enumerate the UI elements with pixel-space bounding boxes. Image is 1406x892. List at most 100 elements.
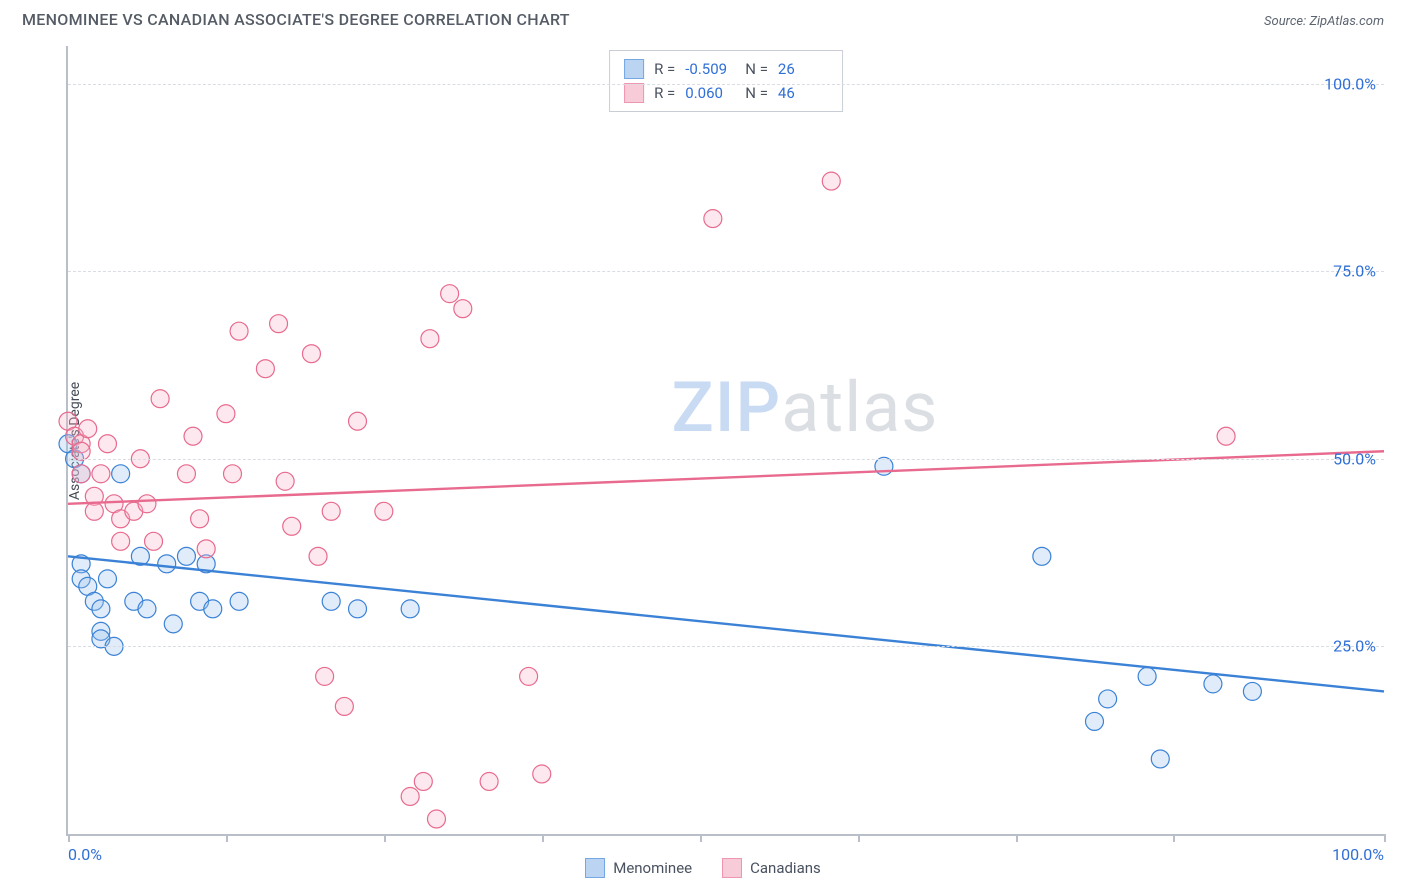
trend-line [68, 556, 1384, 691]
r-label: R = [654, 84, 675, 102]
data-point [375, 502, 393, 520]
data-point [1033, 547, 1051, 565]
n-label: N = [745, 84, 768, 102]
grid-line [68, 271, 1384, 272]
legend-label: Menominee [613, 859, 692, 877]
legend-item: Menominee [585, 858, 692, 878]
data-point [112, 532, 130, 550]
data-point [1085, 712, 1103, 730]
data-point [85, 502, 103, 520]
data-point [1217, 427, 1235, 445]
data-point [230, 322, 248, 340]
data-point [401, 787, 419, 805]
data-point [270, 315, 288, 333]
data-point [184, 427, 202, 445]
x-tick [1384, 834, 1386, 842]
data-point [283, 517, 301, 535]
data-point [72, 442, 90, 460]
r-value: -0.509 [685, 60, 735, 78]
x-tick [542, 834, 544, 842]
data-point [197, 540, 215, 558]
data-point [421, 330, 439, 348]
legend-item: Canadians [722, 858, 821, 878]
grid-line [68, 646, 1384, 647]
correlation-stats-box: R = -0.509 N = 26 R = 0.060 N = 46 [609, 50, 843, 112]
data-point [480, 772, 498, 790]
data-point [204, 600, 222, 618]
data-point [138, 495, 156, 513]
y-tick-label: 25.0% [1333, 637, 1376, 656]
data-point [1243, 682, 1261, 700]
data-point [316, 667, 334, 685]
data-point [441, 285, 459, 303]
data-point [138, 600, 156, 618]
data-point [177, 465, 195, 483]
series-swatch [624, 83, 644, 103]
stats-row: R = 0.060 N = 46 [624, 81, 828, 105]
chart-container: Associate's Degree ZIPatlas R =-0.509N =… [22, 46, 1384, 836]
data-point [704, 210, 722, 228]
n-label: N = [745, 60, 768, 78]
data-point [322, 592, 340, 610]
x-tick [1173, 834, 1175, 842]
data-point [92, 600, 110, 618]
data-point [92, 465, 110, 483]
data-point [302, 345, 320, 363]
x-tick [1016, 834, 1018, 842]
legend-label: Canadians [750, 859, 821, 877]
legend-swatch [722, 858, 742, 878]
data-point [1099, 690, 1117, 708]
data-point [414, 772, 432, 790]
r-value: 0.060 [685, 84, 735, 102]
data-point [427, 810, 445, 828]
data-point [191, 510, 209, 528]
grid-line [68, 459, 1384, 460]
data-point [309, 547, 327, 565]
data-point [164, 615, 182, 633]
scatter-svg [68, 46, 1384, 834]
legend-swatch [585, 858, 605, 878]
data-point [276, 472, 294, 490]
x-tick [384, 834, 386, 842]
data-point [145, 532, 163, 550]
data-point [349, 600, 367, 618]
x-tick [226, 834, 228, 842]
x-tick [858, 834, 860, 842]
data-point [224, 465, 242, 483]
data-point [79, 420, 97, 438]
data-point [158, 555, 176, 573]
plot-area: ZIPatlas R =-0.509N =26R =0.060N =46 25.… [66, 46, 1384, 836]
data-point [112, 465, 130, 483]
data-point [1138, 667, 1156, 685]
data-point [322, 502, 340, 520]
data-point [401, 600, 419, 618]
n-value: 46 [778, 84, 828, 102]
data-point [217, 405, 235, 423]
x-tick [68, 834, 70, 842]
data-point [177, 547, 195, 565]
legend: Menominee Canadians [0, 858, 1406, 878]
data-point [822, 172, 840, 190]
data-point [349, 412, 367, 430]
y-tick-label: 50.0% [1333, 449, 1376, 468]
data-point [454, 300, 472, 318]
grid-line [68, 84, 1384, 85]
r-label: R = [654, 60, 675, 78]
y-tick-label: 100.0% [1324, 74, 1376, 93]
source-attribution: Source: ZipAtlas.com [1264, 14, 1384, 29]
data-point [533, 765, 551, 783]
data-point [335, 697, 353, 715]
x-tick [700, 834, 702, 842]
data-point [98, 570, 116, 588]
data-point [230, 592, 248, 610]
series-swatch [624, 59, 644, 79]
data-point [1151, 750, 1169, 768]
data-point [1204, 675, 1222, 693]
y-tick-label: 75.0% [1333, 262, 1376, 281]
chart-title: MENOMINEE VS CANADIAN ASSOCIATE'S DEGREE… [22, 10, 570, 29]
data-point [72, 465, 90, 483]
data-point [98, 435, 116, 453]
data-point [151, 390, 169, 408]
data-point [256, 360, 274, 378]
n-value: 26 [778, 60, 828, 78]
